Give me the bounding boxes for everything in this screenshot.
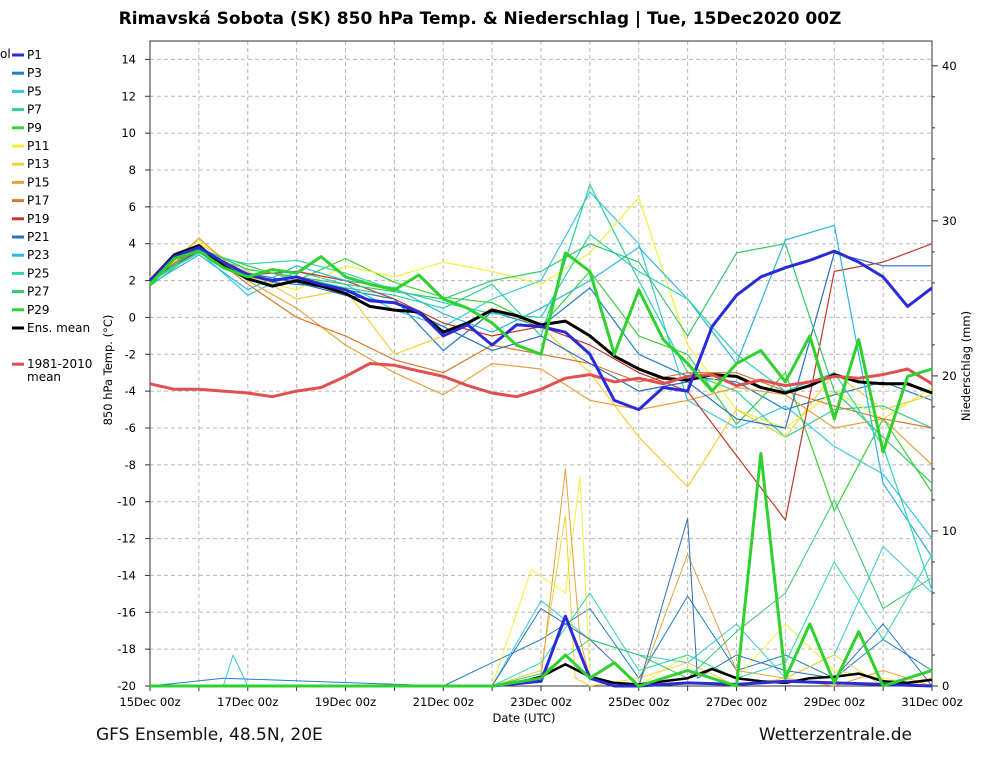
series-layer [148, 184, 933, 591]
x-axis-label: Date (UTC) [493, 711, 556, 725]
y-tick-label: -8 [125, 458, 136, 472]
temp-series-p1 [148, 245, 933, 412]
x-tick-label: 21Dec 00z [413, 695, 474, 709]
y-tick-label: 6 [129, 200, 136, 214]
legend-label: P25 [27, 266, 50, 280]
legend-label: P9 [27, 121, 42, 135]
x-axis: 15Dec 00z 17Dec 00z 19Dec 00z 21Dec 00z 23De… [119, 686, 963, 709]
y-tick-label: 8 [129, 163, 136, 177]
legend-label: P3 [27, 66, 42, 80]
legend-label: P13 [27, 157, 50, 171]
y-tick-label: 2 [129, 274, 136, 288]
legend-label: P11 [27, 139, 50, 153]
chart-title: Rimavská Sobota (SK) 850 hPa Temp. & Nie… [119, 9, 842, 29]
legend-label: Ens. mean [27, 321, 90, 335]
y-tick-label: -12 [117, 532, 136, 546]
y-right-tick-label: 0 [942, 679, 949, 693]
y-right-tick-label: 10 [942, 524, 957, 538]
legend-label: P27 [27, 285, 50, 299]
y-tick-label: -10 [117, 495, 136, 509]
temp-series-p27 [149, 243, 933, 484]
y-tick-label: 4 [129, 237, 136, 251]
x-tick-label: 15Dec 00z [119, 695, 180, 709]
x-tick-label: 25Dec 00z [608, 695, 669, 709]
legend-label: P15 [27, 175, 50, 189]
precip-series-p13 [150, 514, 933, 687]
y-tick-label: -6 [125, 421, 136, 435]
precip-series-p29 [150, 451, 933, 688]
legend-label: 1981-2010 mean [27, 357, 92, 384]
x-tick-label: 31Dec 00z [901, 695, 962, 709]
legend-label: P29 [27, 303, 50, 317]
y-tick-label: -4 [125, 384, 136, 398]
legend-label: P7 [27, 103, 42, 117]
legend-label: P19 [27, 212, 50, 226]
y-tick-label: 10 [121, 126, 136, 140]
y-tick-label: -2 [125, 347, 136, 361]
x-tick-label: 23Dec 00z [510, 695, 571, 709]
y-axis-label: 850 hPa Temp. (°C) [101, 315, 115, 426]
legend-label: P5 [27, 84, 42, 98]
temp-series-ens-mean [148, 244, 933, 395]
precip-layer [149, 451, 933, 688]
temp-series-p15 [149, 237, 933, 466]
legend-label: P17 [27, 194, 50, 208]
y-right-tick-label: 30 [942, 214, 957, 228]
temp-series-p25 [149, 233, 933, 591]
grid [149, 41, 933, 687]
y-axis-right-label: Niederschlag (mm) [959, 311, 973, 421]
x-tick-label: 27Dec 00z [706, 695, 767, 709]
y-tick-label: 0 [129, 310, 136, 324]
y-tick-label: -16 [117, 605, 136, 619]
y-axis-left: 14 12 10 8 6 4 2 0 -2 -4 -6 -8 -10 -12 -14 -16 -18 -20 [117, 52, 150, 693]
y-right-tick-label: 40 [942, 59, 957, 73]
legend-label: P1 [27, 48, 42, 62]
legend-label: P21 [27, 230, 50, 244]
x-tick-label: 19Dec 00z [315, 695, 376, 709]
legend: P1 P3 P5 P7 P9 P11 P13 P15 P17 P19 P21 P23 P25 P27 P29… [12, 48, 92, 384]
temp-series-p29 [148, 249, 933, 454]
temp-series-1981-2010-mean [149, 362, 933, 399]
x-tick-label: 29Dec 00z [804, 695, 865, 709]
y-tick-label: -20 [117, 679, 136, 693]
y-tick-label: -18 [117, 642, 136, 656]
y-right-tick-label: 20 [942, 369, 957, 383]
y-tick-label: 14 [121, 52, 136, 66]
y-axis-right: 40 30 20 10 0 [932, 59, 957, 693]
legend-label: P23 [27, 248, 50, 262]
precip-series-p25 [150, 553, 933, 687]
y-tick-label: -14 [117, 568, 136, 582]
footer-source: GFS Ensemble, 48.5N, 20E [96, 725, 323, 745]
y-tick-label: 12 [121, 89, 136, 103]
temp-series-p23 [149, 224, 933, 558]
footer-brand: Wetterzentrale.de [759, 725, 912, 745]
x-tick-label: 17Dec 00z [217, 695, 278, 709]
legend-clipped-text: ol [0, 47, 11, 61]
